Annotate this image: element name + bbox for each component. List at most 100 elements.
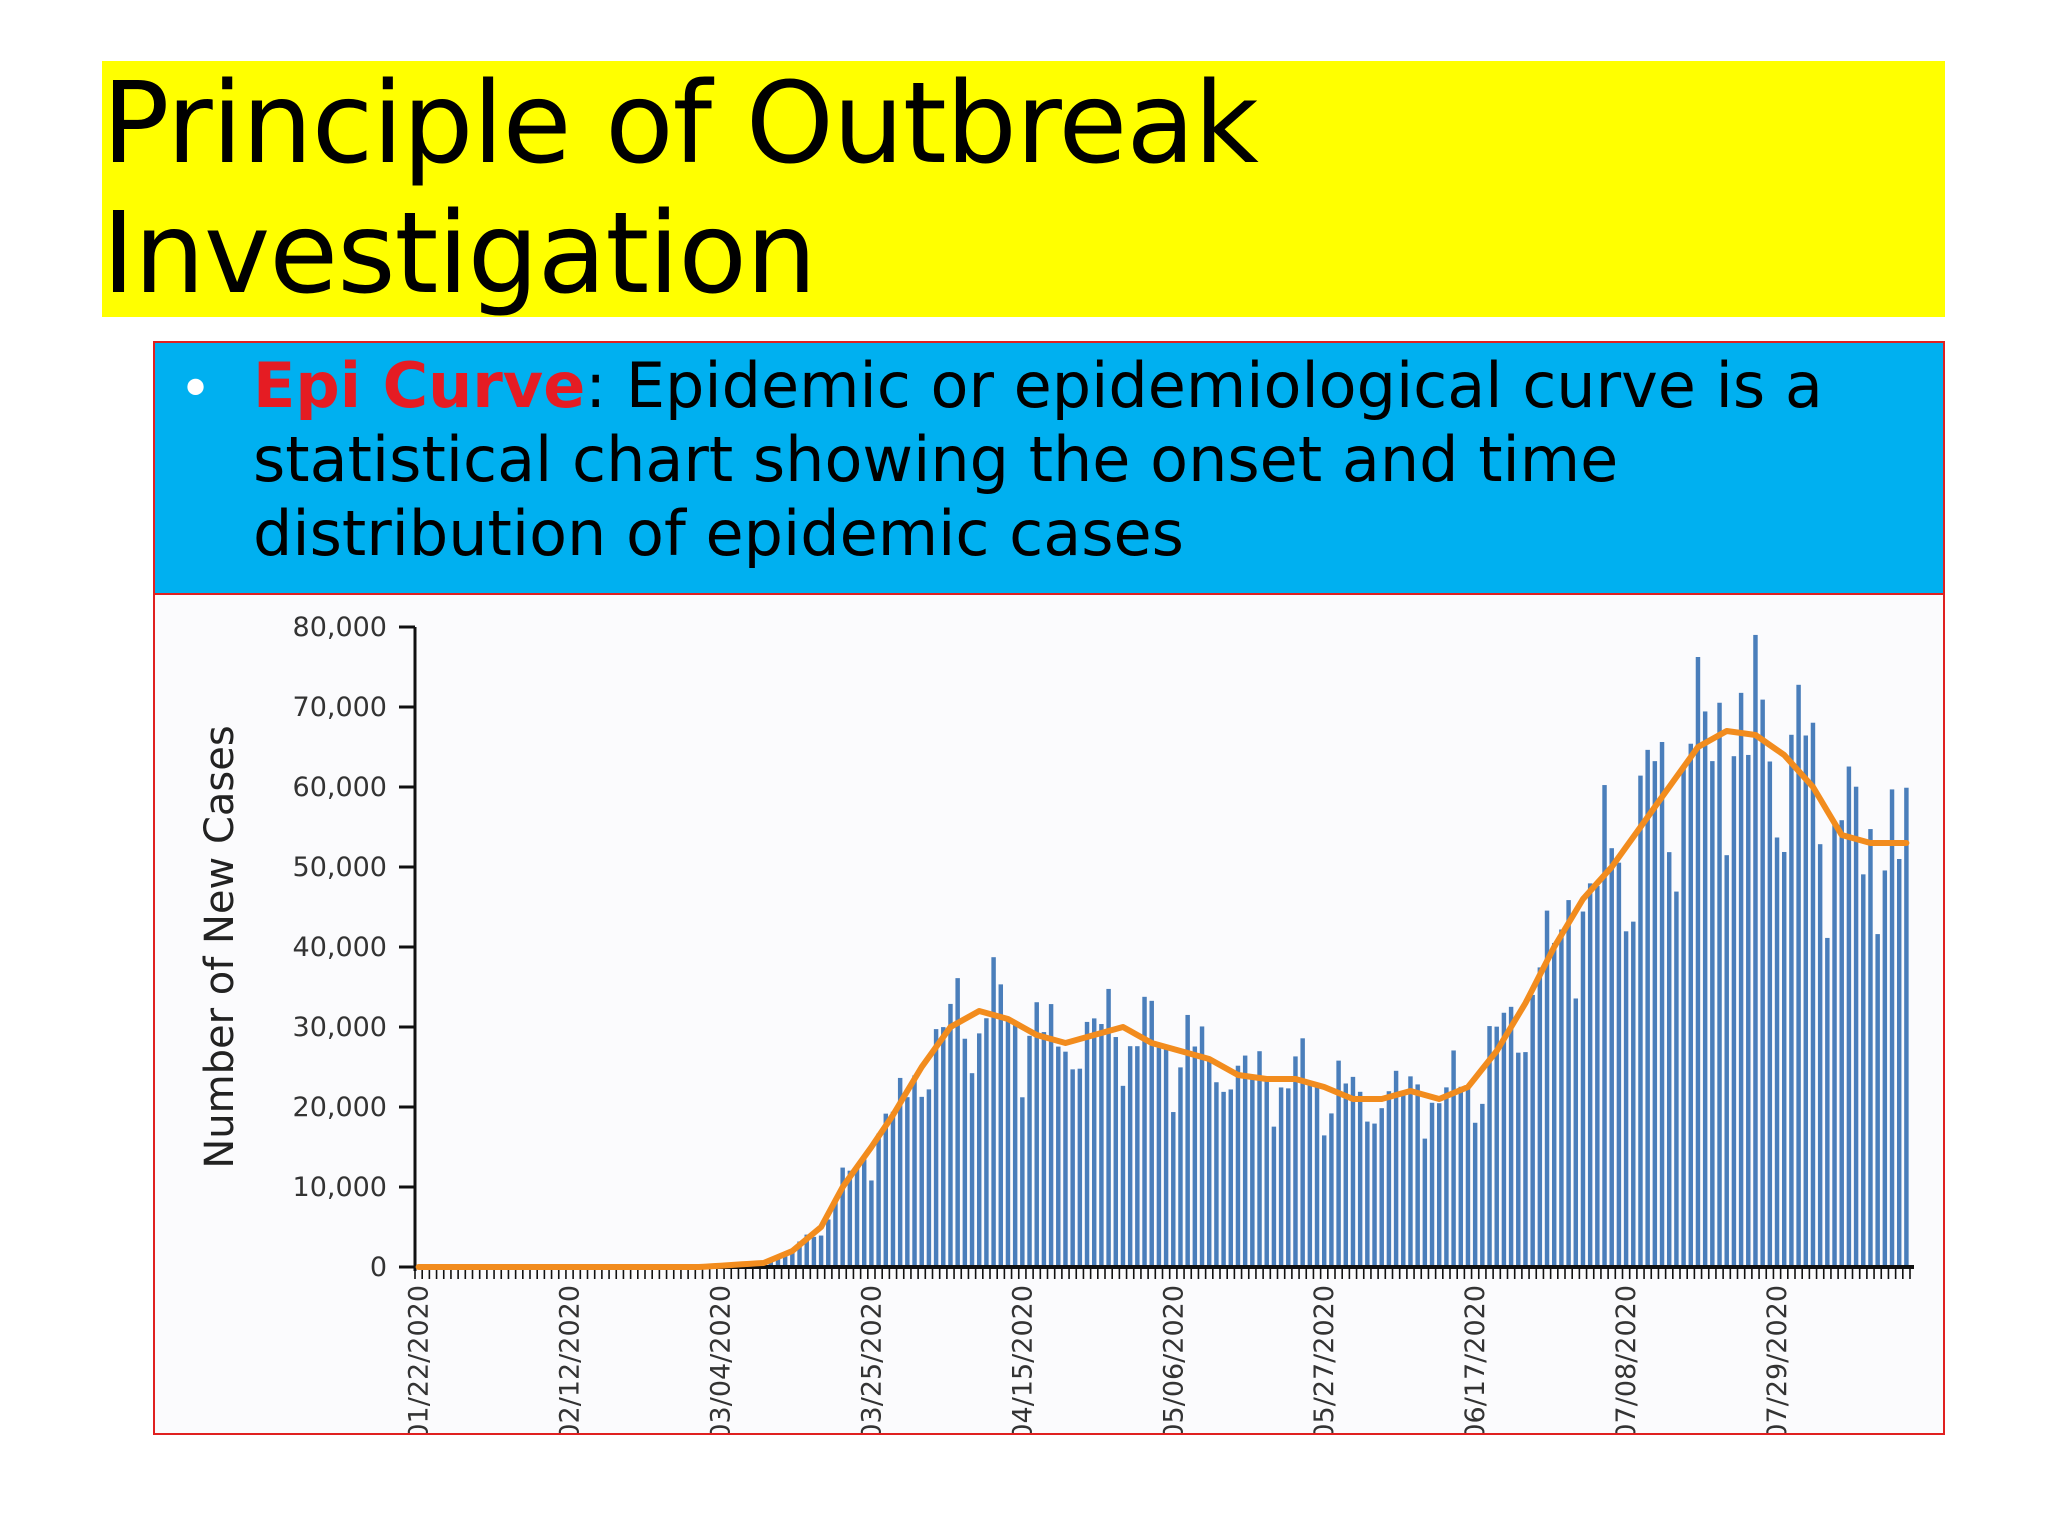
bar (1127, 1046, 1133, 1267)
bar (1587, 883, 1593, 1267)
y-tick-label: 40,000 (293, 932, 387, 963)
bar (1185, 1014, 1190, 1267)
bar (1034, 1002, 1039, 1267)
bar (1199, 1026, 1205, 1267)
bar (962, 1038, 968, 1267)
bar (1652, 761, 1658, 1267)
y-tick-label: 30,000 (293, 1012, 387, 1043)
bar (1163, 1045, 1169, 1267)
bar (826, 1219, 831, 1267)
bar (1372, 1123, 1377, 1267)
bar (1839, 820, 1844, 1267)
bar (1573, 998, 1579, 1267)
title-banner: Principle of Outbreak Investigation (102, 59, 1945, 319)
bar (1501, 1012, 1507, 1267)
bar (1321, 1135, 1327, 1267)
bar (1171, 1112, 1176, 1267)
x-tick-label: 01/22/2020 (404, 1285, 435, 1433)
x-tick-label: 05/06/2020 (1158, 1285, 1189, 1433)
bar (1235, 1065, 1241, 1267)
y-tick-label: 0 (370, 1252, 387, 1283)
bar (998, 984, 1004, 1267)
bar (1853, 786, 1859, 1267)
bar (1781, 851, 1787, 1267)
bar (1825, 937, 1830, 1267)
bar (1329, 1113, 1334, 1267)
epi-curve-chart: Number of New Cases 0 10,000 20,000 30,000 4… (153, 595, 1945, 1435)
bar (1472, 1122, 1478, 1267)
y-tick-label: 80,000 (293, 612, 387, 643)
bar (1120, 1085, 1126, 1267)
bar (1429, 1102, 1435, 1267)
bar (1710, 761, 1715, 1267)
bar (1760, 699, 1765, 1267)
x-tick-label: 05/27/2020 (1309, 1285, 1340, 1433)
bar (1206, 1058, 1212, 1267)
bar (782, 1252, 788, 1267)
definition-box: • Epi Curve: Epidemic or epidemiological… (153, 341, 1945, 595)
bar (804, 1234, 809, 1267)
bar (1278, 1087, 1284, 1267)
bar (1796, 684, 1801, 1267)
x-tick-label: 03/25/2020 (856, 1285, 887, 1433)
bar (955, 978, 960, 1267)
bar (1458, 1086, 1464, 1267)
bar (1508, 1006, 1514, 1267)
y-axis-title: Number of New Cases (197, 725, 243, 1168)
bar (1357, 1091, 1363, 1267)
bar (1077, 1068, 1083, 1267)
bar (976, 1033, 982, 1267)
bar (1631, 921, 1636, 1267)
bar (1379, 1108, 1384, 1267)
bar (1595, 885, 1600, 1267)
bar (1314, 1083, 1320, 1267)
bar (1681, 768, 1686, 1267)
bar (847, 1170, 853, 1267)
definition-text: Epi Curve: Epidemic or epidemiological c… (253, 349, 1893, 571)
moving-average-line (415, 728, 1910, 1270)
bar (1882, 870, 1888, 1267)
bar (926, 1089, 932, 1267)
bar (1516, 1052, 1521, 1267)
bar (1271, 1126, 1277, 1267)
bar (1695, 656, 1701, 1267)
x-tick-label: 04/15/2020 (1007, 1285, 1038, 1433)
bar (1415, 1084, 1420, 1267)
bar (1580, 911, 1586, 1267)
bar (919, 1096, 924, 1267)
bar (1774, 837, 1780, 1267)
bar (1817, 844, 1823, 1267)
bar (1731, 756, 1737, 1267)
x-tick-label: 02/12/2020 (555, 1285, 586, 1433)
bar (905, 1097, 910, 1267)
bar (1803, 735, 1809, 1267)
bar (1702, 711, 1708, 1267)
bar (1214, 1082, 1219, 1267)
bar (1228, 1089, 1234, 1267)
bar (1350, 1076, 1356, 1267)
bar (818, 1235, 824, 1267)
bar (1810, 722, 1816, 1267)
bar (1113, 1037, 1119, 1267)
bar (1408, 1076, 1413, 1267)
bar (969, 1073, 975, 1267)
bar (1789, 734, 1794, 1267)
bar (861, 1159, 867, 1267)
bar (869, 1180, 874, 1267)
y-tick-label: 20,000 (293, 1092, 387, 1123)
y-tick-label: 70,000 (293, 692, 387, 723)
bar (854, 1165, 860, 1267)
bar (1091, 1018, 1097, 1267)
bar (897, 1077, 903, 1267)
bar (1717, 702, 1722, 1267)
bar (1386, 1091, 1392, 1267)
bar (1056, 1046, 1061, 1267)
bar (876, 1133, 881, 1267)
bar (1020, 1097, 1025, 1267)
bar (775, 1258, 781, 1267)
bar (1012, 1024, 1018, 1267)
bar (1242, 1055, 1248, 1267)
bar (1659, 741, 1665, 1267)
bar (1623, 931, 1629, 1267)
bar (1832, 823, 1837, 1267)
